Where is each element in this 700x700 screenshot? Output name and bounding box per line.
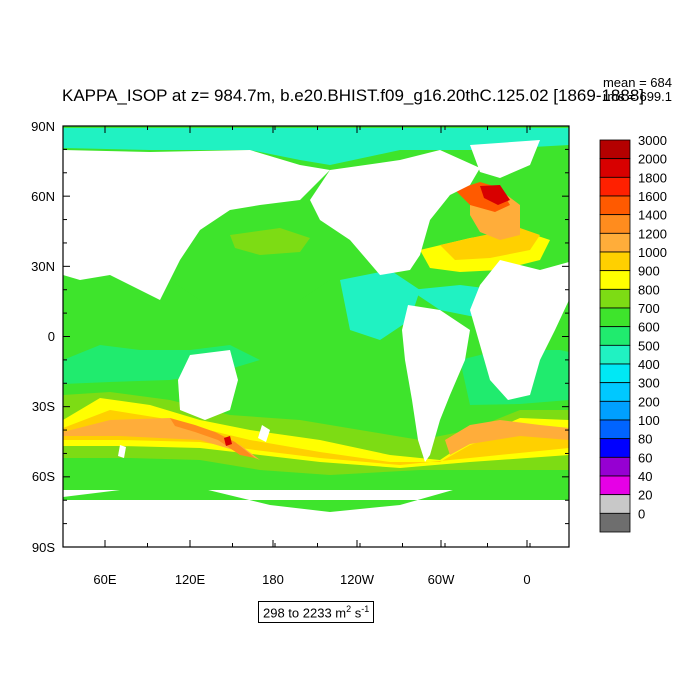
colorbar-swatch bbox=[599, 307, 631, 328]
colorbar-level-label: 2000 bbox=[638, 152, 667, 167]
band-1200-south bbox=[63, 418, 260, 460]
land-australia bbox=[178, 350, 238, 420]
range-unit-mid: s bbox=[351, 605, 362, 621]
land-greenland bbox=[470, 140, 540, 178]
land-antarctica bbox=[63, 515, 569, 547]
colorbar-swatch bbox=[599, 400, 631, 421]
range-text: 298 to 2233 m bbox=[263, 605, 347, 621]
colorbar-level-label: 200 bbox=[638, 394, 660, 409]
colorbar-swatch bbox=[599, 251, 631, 272]
band-500-arctic bbox=[63, 128, 569, 165]
colorbar-swatch bbox=[599, 456, 631, 477]
colorbar-level-label: 0 bbox=[638, 506, 645, 521]
lon-label-60w: 60W bbox=[428, 572, 455, 587]
lat-label-30n: 30N bbox=[31, 259, 55, 274]
colorbar-level-label: 20 bbox=[638, 488, 652, 503]
band-1200-atlantic bbox=[445, 420, 569, 455]
colorbar-swatch bbox=[599, 494, 631, 514]
band-500-east-pacific bbox=[340, 270, 420, 340]
lon-label-60e: 60E bbox=[93, 572, 116, 587]
lat-label-60n: 60N bbox=[31, 189, 55, 204]
colorbar-swatch bbox=[599, 195, 631, 216]
colorbar-level-label: 1600 bbox=[638, 189, 667, 204]
colorbar-level-label: 900 bbox=[638, 264, 660, 279]
colorbar-level-label: 60 bbox=[638, 450, 652, 465]
colorbar-level-label: 3000 bbox=[638, 133, 667, 148]
colorbar-level-label: 1200 bbox=[638, 226, 667, 241]
colorbar-swatch bbox=[599, 158, 631, 178]
southern-ocean-edge bbox=[63, 478, 569, 512]
lon-label-180: 180 bbox=[262, 572, 284, 587]
lat-label-eq: 0 bbox=[48, 329, 55, 344]
rms-stat: rms = 699.1 bbox=[602, 89, 672, 104]
colorbar-swatch bbox=[599, 382, 631, 402]
colorbar-swatch bbox=[599, 512, 631, 533]
range-unit-exp2: -1 bbox=[361, 604, 370, 614]
band-2000-labrador bbox=[480, 185, 510, 205]
colorbar-level-label: 1400 bbox=[638, 208, 667, 223]
colorbar-level-label: 700 bbox=[638, 301, 660, 316]
colorbar-level-label: 500 bbox=[638, 338, 660, 353]
colorbar-level-label: 40 bbox=[638, 469, 652, 484]
land-new-zealand bbox=[258, 425, 270, 442]
colorbar-level-label: 1000 bbox=[638, 245, 667, 260]
range-label: 298 to 2233 m2 s-1 bbox=[258, 601, 375, 624]
lat-label-30s: 30S bbox=[32, 399, 55, 414]
colorbar-swatch bbox=[599, 419, 631, 440]
colorbar-level-label: 300 bbox=[638, 376, 660, 391]
map-field bbox=[63, 126, 569, 547]
colorbar-swatch bbox=[599, 288, 631, 309]
colorbar-swatch bbox=[599, 344, 631, 365]
colorbar-level-label: 600 bbox=[638, 320, 660, 335]
lat-label-90n: 90N bbox=[31, 119, 55, 134]
colorbar-swatch bbox=[599, 475, 631, 496]
lon-label-120w: 120W bbox=[340, 572, 375, 587]
band-1400-south bbox=[170, 418, 255, 458]
colorbar-level-label: 400 bbox=[638, 357, 660, 372]
lat-label-60s: 60S bbox=[32, 469, 55, 484]
land-madagascar bbox=[118, 445, 126, 458]
colorbar-swatch bbox=[599, 176, 631, 197]
colorbar-level-label: 1800 bbox=[638, 170, 667, 185]
colorbar-swatch bbox=[599, 438, 631, 458]
colorbar-swatch bbox=[599, 232, 631, 253]
land-eurasia bbox=[63, 150, 330, 300]
stats-block: mean = 684 rms = 699.1 bbox=[603, 76, 672, 104]
colorbar-level-label: 80 bbox=[638, 432, 652, 447]
band-800-north-pacific bbox=[230, 228, 310, 255]
lon-label-0: 0 bbox=[523, 572, 530, 587]
colorbar-swatch bbox=[599, 363, 631, 384]
colorbar-swatch bbox=[599, 326, 631, 346]
lon-label-120e: 120E bbox=[175, 572, 206, 587]
colorbar-swatch bbox=[599, 139, 631, 160]
colorbar-level-label: 100 bbox=[638, 413, 660, 428]
land-north-america bbox=[310, 150, 480, 275]
hotspot-tasman bbox=[224, 436, 232, 446]
land-africa bbox=[470, 260, 569, 400]
axis-ticks bbox=[63, 125, 569, 548]
colorbar-level-label: 800 bbox=[638, 282, 660, 297]
plot-title: KAPPA_ISOP at z= 984.7m, b.e20.BHIST.f09… bbox=[62, 86, 645, 105]
range-unit-exp1: 2 bbox=[346, 604, 352, 614]
land-south-america bbox=[402, 305, 470, 462]
colorbar-swatch bbox=[599, 214, 631, 234]
lat-label-90s: 90S bbox=[32, 540, 55, 555]
colorbar-swatch bbox=[599, 270, 631, 290]
colorbar: 3000200018001600140012001000900800700600… bbox=[599, 133, 667, 533]
mean-stat: mean = 684 bbox=[602, 75, 672, 90]
